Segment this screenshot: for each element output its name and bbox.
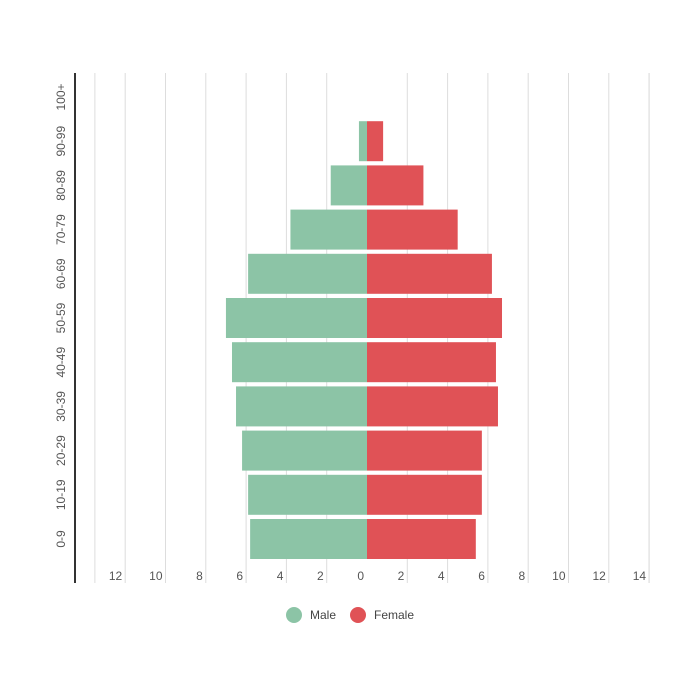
- x-tick-label: 6: [236, 569, 243, 583]
- y-tick-label: 100+: [54, 83, 68, 110]
- bar-male-10-19[interactable]: [248, 474, 367, 515]
- y-tick-label: 80-89: [54, 170, 68, 201]
- legend-marker-female: [350, 607, 366, 623]
- bar-male-70-79[interactable]: [290, 209, 367, 250]
- x-tick-label: 4: [277, 569, 284, 583]
- x-tick-label: 14: [633, 569, 647, 583]
- bar-female-70-79[interactable]: [367, 209, 458, 250]
- legend: Male Female: [0, 607, 700, 623]
- x-tick-label: 10: [149, 569, 163, 583]
- legend-marker-male: [285, 607, 302, 623]
- x-tick-label: 2: [398, 569, 405, 583]
- bar-female-30-39[interactable]: [367, 386, 498, 427]
- x-tick-label: 4: [438, 569, 445, 583]
- bar-male-0-9[interactable]: [250, 519, 367, 559]
- bar-male-80-89[interactable]: [330, 165, 367, 206]
- x-tick-label: 0: [357, 569, 364, 583]
- bar-male-50-59[interactable]: [225, 298, 367, 338]
- legend-item-male[interactable]: Male: [285, 607, 336, 623]
- legend-item-female[interactable]: Female: [350, 607, 414, 623]
- y-tick-label: 70-79: [54, 214, 68, 245]
- bar-female-50-59[interactable]: [367, 298, 503, 338]
- legend-label-female: Female: [374, 608, 415, 622]
- bar-female-90-99[interactable]: [367, 121, 384, 162]
- y-tick-label: 40-49: [54, 347, 68, 378]
- bar-male-30-39[interactable]: [236, 386, 367, 427]
- x-tick-label: 2: [317, 569, 324, 583]
- x-tick-label: 12: [109, 569, 123, 583]
- y-tick-label: 0-9: [54, 530, 68, 548]
- bar-male-90-99[interactable]: [358, 121, 367, 162]
- y-tick-label: 20-29: [54, 435, 68, 466]
- bar-female-40-49[interactable]: [367, 342, 496, 383]
- bar-female-0-9[interactable]: [367, 519, 476, 559]
- legend-label-male: Male: [309, 608, 336, 622]
- y-tick-label: 30-39: [54, 391, 68, 422]
- y-tick-label: 50-59: [54, 302, 68, 333]
- bar-male-40-49[interactable]: [231, 342, 367, 383]
- x-tick-label: 12: [592, 569, 606, 583]
- bar-male-20-29[interactable]: [242, 430, 367, 471]
- y-tick-label: 90-99: [54, 126, 68, 157]
- x-tick-label: 8: [519, 569, 526, 583]
- x-tick-labels: 12 10 8 6 4 2 0 2 4 6 8 10 12 14: [109, 569, 647, 583]
- bar-female-10-19[interactable]: [367, 474, 482, 515]
- y-tick-labels: 0-9 10-19 20-29 30-39 40-49 50-59 60-69 70-79 80…: [54, 83, 68, 547]
- y-tick-label: 60-69: [54, 258, 68, 289]
- x-tick-label: 8: [196, 569, 203, 583]
- bars-group: [225, 121, 503, 559]
- bar-female-60-69[interactable]: [367, 253, 492, 294]
- y-tick-label: 10-19: [54, 479, 68, 510]
- x-tick-label: 10: [552, 569, 566, 583]
- bar-female-20-29[interactable]: [367, 430, 482, 471]
- x-tick-label: 6: [478, 569, 485, 583]
- bar-female-80-89[interactable]: [367, 165, 424, 206]
- bar-male-60-69[interactable]: [248, 253, 367, 294]
